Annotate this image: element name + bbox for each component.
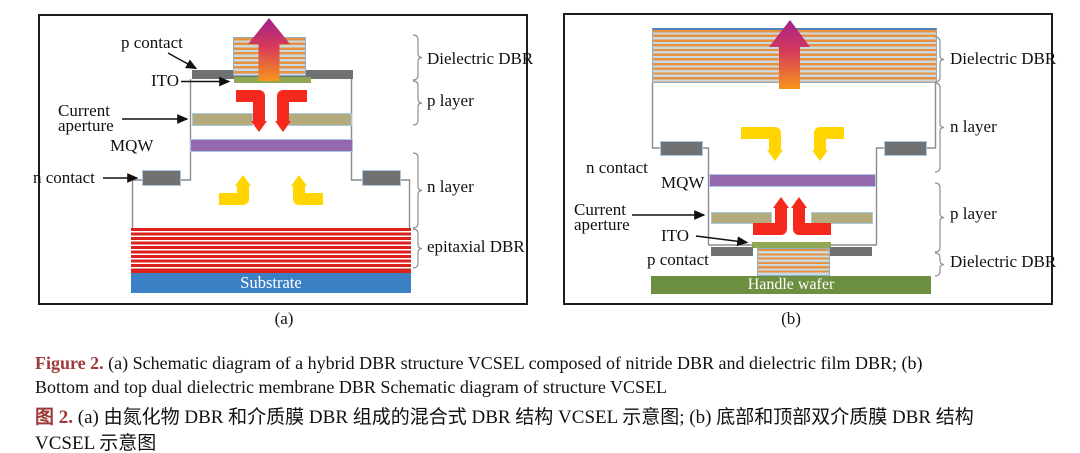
label-ito-a: ITO — [151, 71, 180, 90]
caption-line-4: VCSEL 示意图 — [35, 433, 157, 453]
caption-line-3: 图 2. (a) 由氮化物 DBR 和介质膜 DBR 组成的混合式 DBR 结构… — [35, 402, 974, 429]
caption-line-2: Bottom and top dual dielectric membrane … — [35, 377, 668, 397]
label-ito-b: ITO — [661, 226, 690, 245]
panel-a-frame — [38, 14, 528, 305]
handle-wafer-bar: Handle wafer — [651, 276, 931, 294]
label-dielectric-dbr-top-b: Dielectric DBR — [950, 49, 1057, 68]
label-current-aperture-b-line2: aperture — [574, 214, 630, 234]
label-current-aperture-b-line1: Current — [574, 200, 626, 219]
label-current-aperture-a-line1: Current — [58, 101, 110, 120]
label-p-contact-b: p contact — [647, 250, 709, 269]
dielectric-dbr-bottom-block-b — [757, 248, 830, 276]
n-contact-left-a — [142, 170, 181, 186]
caption-line-1-text: (a) Schematic diagram of a hybrid DBR st… — [103, 353, 923, 373]
current-aperture-left-a — [192, 113, 253, 126]
label-epitaxial-dbr-a: epitaxial DBR — [427, 237, 525, 256]
panel-b-frame — [563, 13, 1053, 305]
current-aperture-right-a — [288, 113, 352, 126]
label-n-contact-b: n contact — [586, 158, 648, 177]
n-contact-right-a — [362, 170, 401, 186]
label-dielectric-dbr-bottom-b: Dielectric DBR — [950, 252, 1057, 271]
ito-layer-a — [234, 77, 311, 83]
label-n-layer-b: n layer — [950, 117, 997, 136]
label-current-aperture-b: Current aperture — [574, 200, 630, 234]
label-p-layer-a: p layer — [427, 91, 474, 110]
dielectric-dbr-top-block-b — [652, 28, 937, 83]
dielectric-dbr-block-a — [233, 37, 306, 76]
mqw-layer-b — [709, 174, 876, 187]
label-mqw-b: MQW — [661, 173, 705, 192]
n-contact-right-b — [884, 141, 927, 156]
label-p-layer-b: p layer — [950, 204, 997, 223]
mqw-layer-a — [190, 139, 353, 152]
panel-a-tag: (a) — [274, 309, 294, 328]
n-contact-left-b — [660, 141, 703, 156]
substrate-bar: Substrate — [131, 273, 411, 293]
label-current-aperture-a: Current aperture — [58, 101, 114, 135]
epitaxial-dbr-block-a — [131, 228, 411, 273]
caption-line-1: Figure 2. (a) Schematic diagram of a hyb… — [35, 353, 923, 374]
panel-b-tag: (b) — [781, 309, 801, 328]
label-dielectric-dbr-a: Dielectric DBR — [427, 49, 534, 68]
current-aperture-left-b — [711, 212, 772, 224]
label-n-layer-a: n layer — [427, 177, 474, 196]
p-contact-left-b — [711, 247, 753, 256]
caption-line-3-text: (a) 由氮化物 DBR 和介质膜 DBR 组成的混合式 DBR 结构 VCSE… — [73, 407, 974, 428]
current-aperture-right-b — [811, 212, 873, 224]
p-contact-right-b — [830, 247, 872, 256]
ito-layer-b — [752, 242, 831, 248]
figure-number-en: Figure 2. — [35, 353, 104, 373]
figure-number-zh: 图 2. — [35, 407, 74, 428]
label-n-contact-a: n contact — [33, 168, 95, 187]
label-p-contact-a: p contact — [121, 33, 183, 52]
label-current-aperture-a-line2: aperture — [58, 115, 114, 135]
label-mqw-a: MQW — [110, 136, 154, 155]
